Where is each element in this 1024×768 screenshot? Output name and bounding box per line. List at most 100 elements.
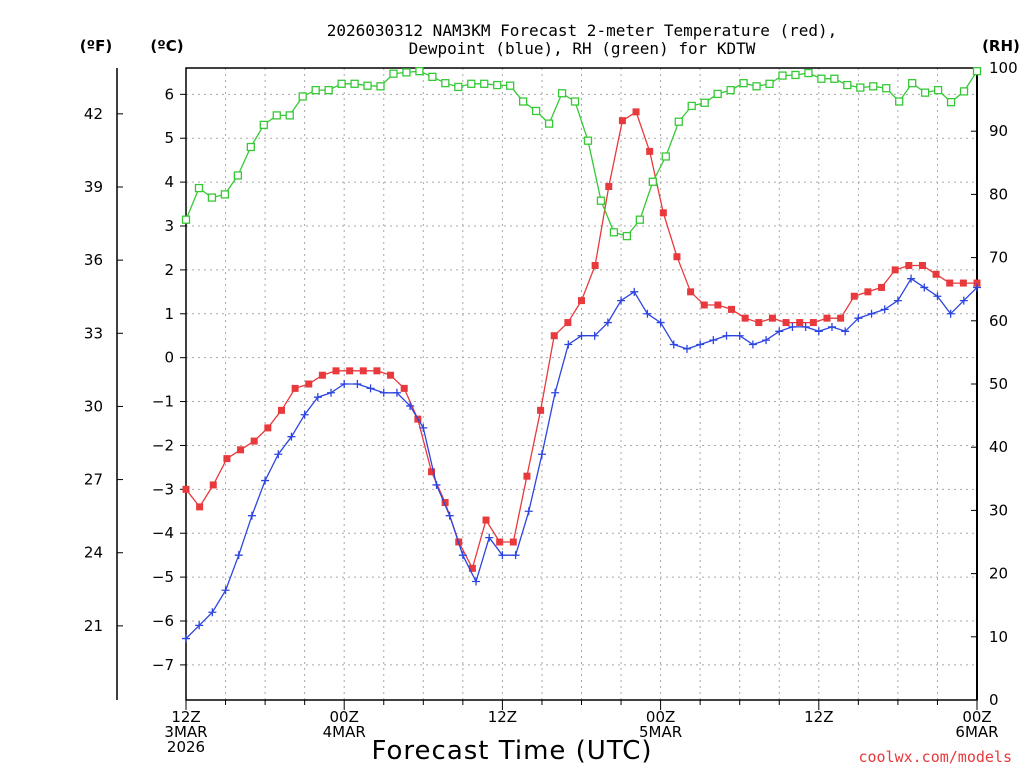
celsius-tick-label: 0 bbox=[164, 349, 174, 367]
temperature-point bbox=[673, 253, 681, 261]
rh-point bbox=[220, 190, 230, 199]
temperature-point bbox=[918, 262, 926, 269]
series-temperature bbox=[182, 108, 981, 572]
series-dewpoint bbox=[182, 274, 981, 643]
dewpoint-point bbox=[735, 331, 744, 340]
dewpoint-point bbox=[801, 322, 810, 331]
dewpoint-point bbox=[524, 507, 533, 516]
dewpoint-point bbox=[682, 344, 691, 353]
temperature-point bbox=[973, 279, 981, 287]
dewpoint-point bbox=[814, 327, 823, 336]
x-tick-label: 6MAR bbox=[955, 723, 998, 741]
x-tick-label: 12Z bbox=[488, 708, 517, 726]
rh-point bbox=[233, 171, 243, 180]
rh-point bbox=[609, 228, 619, 237]
celsius-tick-label: 4 bbox=[164, 173, 174, 191]
rh-point bbox=[298, 92, 307, 101]
celsius-tick-label: −1 bbox=[152, 393, 174, 411]
dewpoint-point bbox=[722, 331, 731, 340]
dewpoint-point bbox=[313, 393, 322, 402]
temperature-point bbox=[318, 371, 326, 379]
rh-point bbox=[272, 111, 281, 120]
rh-tick-label: 80 bbox=[989, 185, 1008, 203]
dewpoint-point bbox=[551, 388, 560, 397]
axes: −7 −6 −5 −4 −3 −2 −1 0 1 2 3 4 5 6 21 24 27 30 33 36 39 42 0 10… bbox=[84, 59, 1018, 710]
rh-tick-label: 50 bbox=[989, 375, 1008, 393]
temperature-point bbox=[291, 384, 299, 392]
rh-point bbox=[454, 82, 463, 92]
temperature-point bbox=[537, 406, 545, 414]
dewpoint-point bbox=[603, 318, 612, 327]
dewpoint-point bbox=[788, 322, 797, 331]
rh-point bbox=[441, 79, 450, 88]
rh-tick-label: 30 bbox=[989, 501, 1008, 519]
dewpoint-point bbox=[353, 380, 362, 388]
dewpoint-point bbox=[300, 410, 309, 419]
dewpoint-point bbox=[920, 283, 929, 292]
dewpoint-point bbox=[287, 432, 296, 441]
dewpoint-point bbox=[617, 296, 626, 305]
rh-point bbox=[752, 82, 761, 91]
temperature-point bbox=[359, 367, 367, 375]
rh-point bbox=[895, 97, 904, 106]
temperature-point bbox=[400, 384, 408, 392]
fahrenheit-unit-label: (ºF) bbox=[80, 37, 112, 55]
temperature-point bbox=[468, 564, 476, 572]
rh-point bbox=[920, 88, 930, 97]
rh-point bbox=[687, 101, 696, 111]
dewpoint-point bbox=[327, 388, 336, 397]
celsius-tick-label: −3 bbox=[152, 480, 174, 498]
temperature-point bbox=[373, 367, 381, 375]
temperature-point bbox=[346, 367, 354, 375]
temperature-point bbox=[700, 301, 708, 309]
temperature-point bbox=[223, 455, 231, 463]
fahrenheit-tick-label: 42 bbox=[84, 105, 103, 123]
series-rh bbox=[181, 67, 982, 241]
rh-tick-label: 90 bbox=[989, 122, 1008, 140]
temperature-point bbox=[728, 305, 736, 313]
rh-point bbox=[544, 119, 554, 128]
dewpoint-point bbox=[669, 340, 678, 349]
x-tick-label: 2026 bbox=[167, 738, 205, 756]
x-tick-label: 3MAR bbox=[164, 723, 207, 741]
fahrenheit-tick-label: 30 bbox=[84, 397, 103, 415]
series-line-temperature bbox=[185, 110, 977, 571]
rh-tick-label: 20 bbox=[989, 565, 1008, 583]
rh-point bbox=[713, 89, 722, 99]
rh-point bbox=[493, 80, 502, 90]
rh-point bbox=[765, 79, 774, 88]
temperature-point bbox=[878, 283, 886, 291]
rh-point bbox=[376, 82, 385, 91]
temperature-point bbox=[605, 183, 613, 190]
rh-point bbox=[933, 85, 943, 95]
fahrenheit-tick-label: 36 bbox=[84, 251, 103, 269]
rh-point bbox=[402, 68, 411, 77]
celsius-unit-label: (ºC) bbox=[150, 37, 183, 55]
rh-point bbox=[739, 79, 748, 88]
fahrenheit-tick-label: 24 bbox=[84, 544, 103, 562]
rh-point bbox=[557, 89, 567, 98]
temperature-point bbox=[550, 332, 558, 340]
rh-tick-label: 0 bbox=[989, 691, 999, 709]
temperature-point bbox=[796, 319, 804, 327]
dewpoint-point bbox=[564, 340, 573, 349]
x-tick-label: 4MAR bbox=[323, 723, 366, 741]
rh-point bbox=[415, 67, 424, 76]
dewpoint-point bbox=[182, 634, 190, 643]
dewpoint-point bbox=[946, 309, 955, 318]
dewpoint-point bbox=[261, 476, 270, 485]
celsius-tick-label: 3 bbox=[164, 217, 174, 235]
dewpoint-point bbox=[234, 551, 243, 560]
rh-point bbox=[480, 79, 489, 88]
temperature-point bbox=[523, 472, 531, 480]
dewpoint-point bbox=[379, 388, 388, 397]
x-axis-label: Forecast Time (UTC) bbox=[371, 736, 652, 766]
rh-point bbox=[531, 106, 541, 116]
dewpoint-point bbox=[630, 287, 639, 296]
rh-point bbox=[350, 79, 359, 88]
temperature-point bbox=[932, 270, 940, 278]
temperature-point bbox=[755, 319, 763, 327]
dewpoint-point bbox=[959, 296, 968, 305]
celsius-tick-label: 6 bbox=[164, 85, 174, 103]
temperature-point bbox=[237, 446, 245, 454]
